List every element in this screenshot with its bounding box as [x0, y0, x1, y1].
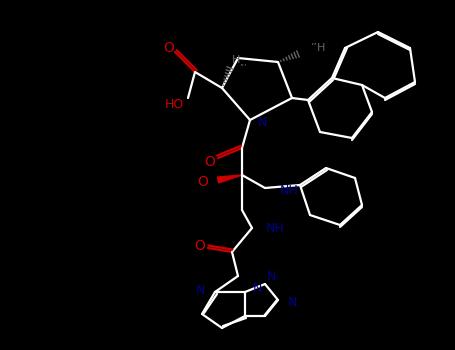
Polygon shape	[217, 175, 242, 183]
Text: N: N	[253, 281, 263, 294]
Text: O: O	[163, 41, 174, 55]
Text: HO: HO	[164, 98, 184, 111]
Text: ’’H: ’’H	[310, 43, 325, 53]
Text: N: N	[267, 270, 276, 282]
Text: NH: NH	[266, 222, 285, 235]
Text: N: N	[196, 284, 205, 296]
Text: O: O	[197, 175, 208, 189]
Text: N: N	[288, 295, 298, 308]
Text: H: H	[232, 55, 240, 65]
Text: O: O	[195, 239, 206, 253]
Text: N: N	[258, 116, 268, 128]
Text: ’’’: ’’’	[239, 64, 247, 73]
Text: O: O	[205, 155, 215, 169]
Text: NH: NH	[280, 183, 299, 196]
